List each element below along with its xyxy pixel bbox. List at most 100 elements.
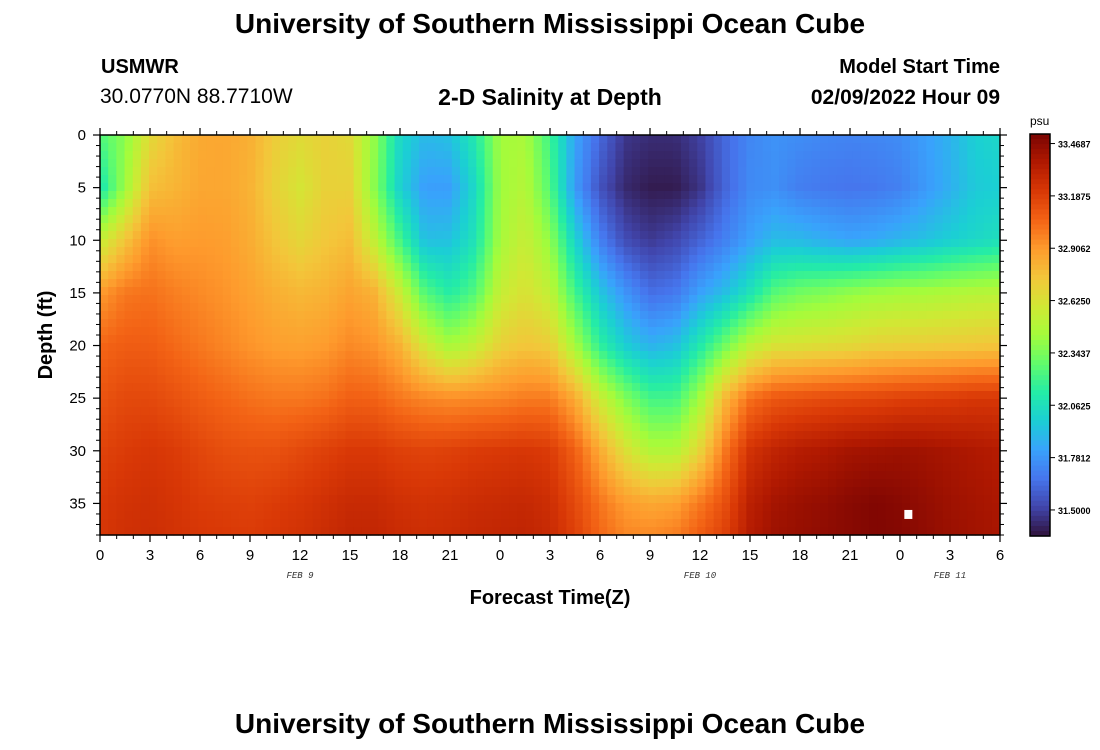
heatmap-cell	[198, 399, 207, 408]
heatmap-cell	[435, 479, 445, 488]
heatmap-cell	[410, 407, 420, 416]
heatmap-cell	[558, 335, 567, 344]
heatmap-cell	[680, 183, 690, 192]
heatmap-cell	[689, 247, 698, 256]
heatmap-cell	[582, 183, 592, 192]
heatmap-cell	[623, 431, 633, 440]
heatmap-cell	[173, 183, 183, 192]
heatmap-cell	[893, 407, 903, 416]
heatmap-cell	[329, 295, 338, 304]
heatmap-cell	[738, 391, 747, 400]
heatmap-cell	[353, 375, 363, 384]
heatmap-cell	[713, 359, 723, 368]
heatmap-cell	[386, 383, 396, 392]
heatmap-cell	[656, 207, 666, 216]
heatmap-cell	[288, 311, 297, 320]
heatmap-cell	[910, 407, 919, 416]
heatmap-cell	[754, 351, 764, 360]
heatmap-cell	[517, 215, 527, 224]
heatmap-cell	[124, 239, 134, 248]
heatmap-cell	[820, 487, 829, 496]
heatmap-cell	[656, 311, 666, 320]
heatmap-cell	[157, 367, 167, 376]
heatmap-cell	[574, 319, 584, 328]
heatmap-cell	[239, 399, 248, 408]
heatmap-cell	[820, 423, 829, 432]
heatmap-cell	[942, 335, 952, 344]
heatmap-cell	[852, 383, 862, 392]
heatmap-cell	[574, 471, 584, 480]
heatmap-cell	[860, 327, 870, 336]
heatmap-cell	[370, 215, 379, 224]
heatmap-cell	[918, 279, 927, 288]
heatmap-cell	[304, 271, 314, 280]
heatmap-cell	[296, 487, 306, 496]
heatmap-cell	[230, 471, 240, 480]
heatmap-cell	[214, 319, 224, 328]
heatmap-cell	[730, 447, 739, 456]
heatmap-cell	[222, 167, 232, 176]
heatmap-cell	[828, 351, 837, 360]
heatmap-cell	[558, 279, 567, 288]
heatmap-cell	[828, 375, 837, 384]
heatmap-cell	[124, 231, 134, 240]
heatmap-cell	[836, 175, 846, 184]
heatmap-cell	[378, 223, 387, 232]
heatmap-cell	[541, 471, 551, 480]
heatmap-cell	[754, 167, 764, 176]
heatmap-cell	[468, 255, 477, 264]
heatmap-cell	[942, 343, 952, 352]
heatmap-cell	[271, 359, 281, 368]
heatmap-cell	[198, 447, 207, 456]
station-coordinates: 30.0770N 88.7710W	[100, 85, 293, 108]
heatmap-cell	[427, 303, 437, 312]
heatmap-cell	[271, 223, 281, 232]
heatmap-cell	[230, 167, 240, 176]
heatmap-cell	[247, 431, 257, 440]
heatmap-cell	[190, 327, 199, 336]
heatmap-cell	[280, 279, 289, 288]
heatmap-cell	[361, 487, 371, 496]
heatmap-cell	[198, 287, 207, 296]
heatmap-cell	[353, 359, 363, 368]
heatmap-cell	[730, 463, 739, 472]
heatmap-cell	[672, 391, 682, 400]
heatmap-cell	[926, 135, 936, 144]
heatmap-cell	[680, 431, 690, 440]
heatmap-cell	[492, 335, 502, 344]
heatmap-cell	[214, 303, 224, 312]
heatmap-cell	[631, 487, 641, 496]
heatmap-cell	[934, 175, 944, 184]
heatmap-cell	[975, 431, 985, 440]
heatmap-cell	[623, 311, 633, 320]
heatmap-cell	[255, 383, 265, 392]
heatmap-cell	[394, 287, 404, 296]
heatmap-cell	[419, 471, 428, 480]
heatmap-cell	[975, 359, 985, 368]
heatmap-cell	[370, 479, 379, 488]
heatmap-cell	[942, 455, 952, 464]
heatmap-cell	[599, 335, 608, 344]
heatmap-cell	[206, 495, 216, 504]
heatmap-cell	[280, 375, 289, 384]
heatmap-cell	[983, 295, 993, 304]
heatmap-cell	[590, 375, 600, 384]
heatmap-cell	[304, 247, 314, 256]
heatmap-cell	[500, 175, 510, 184]
heatmap-cell	[361, 311, 371, 320]
heatmap-cell	[893, 415, 903, 424]
heatmap-cell	[550, 367, 559, 376]
heatmap-cell	[967, 359, 977, 368]
heatmap-cell	[140, 375, 150, 384]
heatmap-cell	[910, 191, 919, 200]
heatmap-cell	[280, 487, 289, 496]
heatmap-cell	[312, 431, 322, 440]
heatmap-cell	[844, 239, 854, 248]
heatmap-cell	[648, 359, 657, 368]
heatmap-cell	[206, 359, 216, 368]
heatmap-cell	[852, 463, 862, 472]
heatmap-cell	[386, 239, 396, 248]
heatmap-cell	[206, 463, 216, 472]
heatmap-cell	[738, 151, 747, 160]
heatmap-cell	[754, 223, 764, 232]
